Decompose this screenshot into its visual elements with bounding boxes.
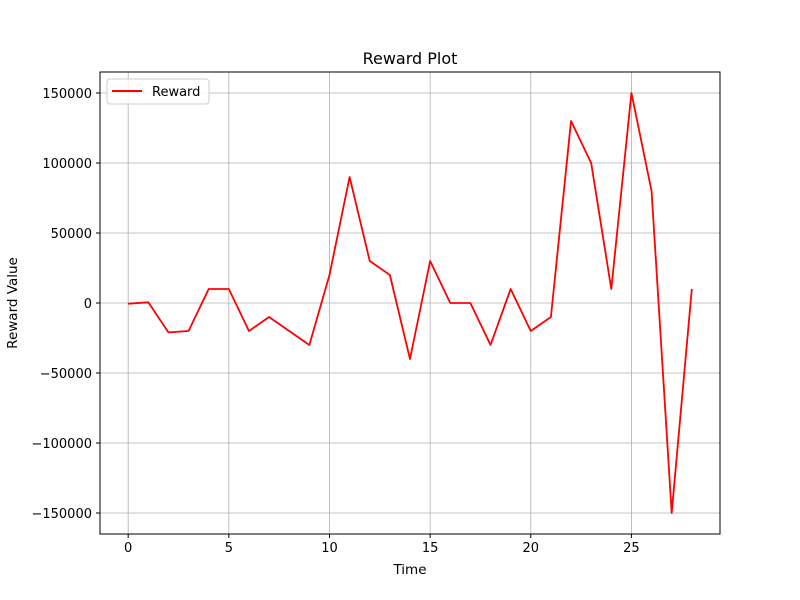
y-axis-label: Reward Value <box>5 257 21 349</box>
data-point <box>570 120 571 121</box>
data-point <box>309 344 310 345</box>
x-tick-label: 25 <box>623 541 640 556</box>
data-point <box>349 176 350 177</box>
data-point <box>329 274 330 275</box>
data-point <box>369 260 370 261</box>
data-point <box>530 330 531 331</box>
x-tick-label: 20 <box>523 541 540 556</box>
data-point <box>631 92 632 93</box>
data-point <box>510 288 511 289</box>
y-tick-label: 150000 <box>42 87 92 102</box>
x-tick-label: 0 <box>124 541 132 556</box>
data-point <box>208 288 209 289</box>
data-point <box>389 274 390 275</box>
data-point <box>450 302 451 303</box>
data-point <box>128 303 129 304</box>
data-point <box>611 288 612 289</box>
data-point <box>671 512 672 513</box>
y-tick-label: −150000 <box>31 507 92 522</box>
data-point <box>228 288 229 289</box>
y-tick-label: −100000 <box>31 437 92 452</box>
series-layer <box>128 92 693 514</box>
x-tick-label: 10 <box>321 541 338 556</box>
data-point <box>409 358 410 359</box>
x-tick-label: 5 <box>225 541 233 556</box>
data-point <box>248 330 249 331</box>
data-point <box>651 190 652 191</box>
data-point <box>148 302 149 303</box>
ticks: 0 5 10 15 20 25 −150000 −100000 −50000 0 50000 1000… <box>31 87 639 556</box>
data-point <box>268 316 269 317</box>
data-point <box>188 330 189 331</box>
x-tick-label: 15 <box>422 541 439 556</box>
data-point <box>591 162 592 163</box>
data-point <box>168 332 169 333</box>
data-point <box>691 288 692 289</box>
data-point <box>430 260 431 261</box>
legend: Reward <box>106 78 210 105</box>
y-tick-label: 50000 <box>51 227 92 242</box>
data-point <box>550 316 551 317</box>
x-axis-label: Time <box>392 562 426 578</box>
chart-title: Reward Plot <box>363 49 458 68</box>
y-tick-label: 100000 <box>42 157 92 172</box>
y-tick-label: 0 <box>84 297 92 312</box>
legend-label-reward: Reward <box>152 85 200 100</box>
data-point <box>289 330 290 331</box>
data-point <box>470 302 471 303</box>
series-line-reward <box>128 92 693 514</box>
data-point <box>490 344 491 345</box>
legend-box <box>106 78 210 105</box>
y-tick-label: −50000 <box>40 367 92 382</box>
